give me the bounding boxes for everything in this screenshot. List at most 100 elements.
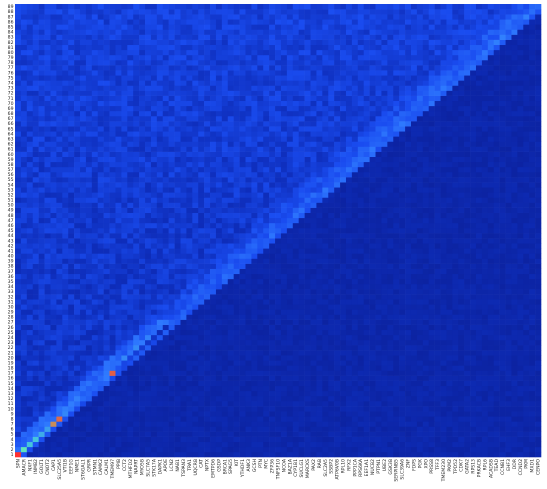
heatmap-cell	[192, 177, 199, 183]
heatmap-cell	[275, 304, 282, 310]
heatmap-cell	[304, 441, 311, 448]
heatmap-cell	[215, 406, 223, 412]
heatmap-cell	[357, 309, 364, 315]
heatmap-cell	[393, 436, 400, 443]
heatmap-cell	[263, 319, 270, 325]
heatmap-cell	[239, 441, 246, 448]
heatmap-cell	[493, 360, 500, 366]
heatmap-cell	[121, 273, 128, 280]
heatmap-cell	[215, 212, 223, 219]
heatmap-cell	[345, 431, 353, 437]
heatmap-cell	[493, 177, 500, 183]
heatmap-cell	[345, 212, 353, 219]
heatmap-cell	[523, 197, 530, 203]
heatmap-cell	[109, 431, 116, 437]
heatmap-cell	[80, 395, 87, 402]
heatmap-cell	[198, 421, 205, 427]
heatmap-cell	[263, 309, 270, 315]
heatmap-cell	[493, 421, 500, 427]
heatmap-cell	[328, 202, 335, 208]
heatmap-cell	[150, 416, 158, 422]
heatmap-cell	[345, 365, 353, 371]
heatmap-cell	[269, 355, 276, 361]
heatmap-cell	[351, 233, 359, 239]
heatmap-cell	[280, 436, 288, 443]
heatmap-cell	[133, 294, 140, 300]
heatmap-cell	[215, 222, 223, 229]
heatmap-cell	[127, 268, 134, 275]
heatmap-cell	[304, 446, 311, 453]
heatmap-cell	[50, 202, 57, 208]
heatmap-cell	[210, 426, 217, 432]
heatmap-cell	[286, 222, 294, 229]
heatmap-cell	[535, 431, 542, 437]
heatmap-cell	[162, 436, 169, 443]
heatmap-cell	[517, 212, 524, 219]
heatmap-cell	[210, 314, 217, 320]
heatmap-cell	[26, 421, 34, 427]
heatmap-cell	[233, 171, 240, 178]
heatmap-cell	[363, 421, 370, 427]
heatmap-cell	[280, 258, 288, 264]
heatmap-cell	[221, 294, 229, 300]
heatmap-cell	[74, 192, 81, 198]
heatmap-cell	[80, 212, 87, 219]
heatmap-cell	[416, 350, 424, 356]
heatmap-cell	[227, 304, 234, 310]
heatmap-cell	[375, 171, 382, 178]
heatmap-cell	[399, 222, 406, 229]
heatmap-cell	[458, 304, 465, 310]
heatmap-cell	[529, 365, 536, 371]
heatmap-cell	[44, 375, 51, 381]
heatmap-cell	[298, 309, 305, 315]
heatmap-cell	[428, 416, 435, 422]
heatmap-cell	[535, 395, 542, 402]
heatmap-cell	[115, 309, 122, 315]
heatmap-cell	[97, 355, 104, 361]
heatmap-cell	[440, 263, 447, 269]
heatmap-cell	[227, 365, 234, 371]
heatmap-cell	[239, 390, 246, 397]
heatmap-cell	[499, 227, 506, 234]
heatmap-cell	[115, 227, 122, 234]
heatmap-cell	[440, 253, 447, 259]
heatmap-cell	[428, 395, 435, 402]
heatmap-cell	[15, 299, 22, 305]
heatmap-cell	[328, 431, 335, 437]
heatmap-cell	[310, 314, 317, 320]
heatmap-cell	[351, 416, 359, 422]
heatmap-cell	[156, 390, 164, 397]
heatmap-cell	[387, 263, 394, 269]
heatmap-cell	[505, 177, 512, 183]
heatmap-cell	[221, 329, 229, 336]
heatmap-cell	[363, 395, 370, 402]
heatmap-cell	[440, 345, 447, 351]
heatmap-cell	[499, 238, 506, 244]
heatmap-cell	[393, 339, 400, 346]
heatmap-cell	[210, 212, 217, 219]
heatmap-cell	[221, 380, 229, 387]
heatmap-cell	[127, 436, 134, 443]
heatmap-cell	[62, 411, 69, 417]
heatmap-cell	[26, 385, 34, 392]
heatmap-cell	[192, 294, 199, 300]
heatmap-cell	[245, 380, 252, 387]
heatmap-cell	[115, 355, 122, 361]
heatmap-cell	[251, 319, 258, 325]
heatmap-cell	[399, 334, 406, 341]
heatmap-cell	[145, 222, 152, 229]
heatmap-cell	[150, 283, 158, 290]
heatmap-cell	[487, 258, 495, 264]
heatmap-cell	[227, 171, 234, 178]
heatmap-cell	[198, 431, 205, 437]
heatmap-cell	[133, 401, 140, 407]
heatmap-cell	[38, 406, 45, 412]
heatmap-cell	[410, 390, 418, 397]
heatmap-cell	[68, 319, 75, 325]
heatmap-cell	[204, 319, 211, 325]
heatmap-cell	[109, 355, 116, 361]
heatmap-cell	[487, 187, 495, 193]
heatmap-cell	[334, 283, 341, 290]
heatmap-cell	[192, 446, 199, 453]
heatmap-cell	[150, 182, 158, 188]
